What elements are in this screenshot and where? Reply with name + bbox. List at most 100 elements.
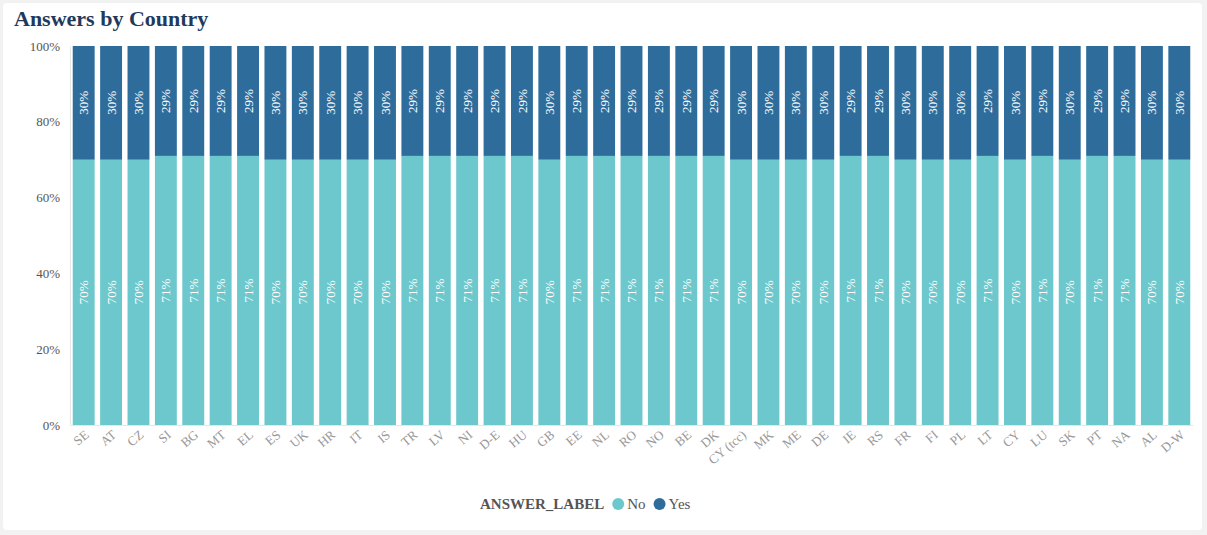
bar <box>1168 46 1190 160</box>
x-tick-label: GB <box>534 427 558 450</box>
bar <box>977 156 999 425</box>
data-label: 29% <box>1090 89 1105 113</box>
series <box>73 46 1191 160</box>
y-axis-line <box>70 47 71 426</box>
bar <box>867 156 889 425</box>
data-label: 71% <box>679 278 694 302</box>
data-label: 29% <box>487 89 502 113</box>
data-label: 30% <box>1008 91 1023 115</box>
data-label: 29% <box>241 89 256 113</box>
x-tick: SK <box>1055 425 1078 449</box>
x-tick: MK <box>751 425 777 452</box>
x-tick: D-W <box>1158 425 1188 455</box>
data-label: 30% <box>788 91 803 115</box>
bar <box>949 160 971 425</box>
x-tick: D-E <box>476 425 502 452</box>
bar <box>292 46 314 160</box>
bar <box>922 46 944 160</box>
y-tick: 60% <box>36 190 70 205</box>
bar <box>456 156 478 425</box>
bar <box>757 160 779 425</box>
data-label: 30% <box>816 91 831 115</box>
x-tick-label: CY (tcc) <box>705 427 749 467</box>
bar <box>840 46 862 156</box>
bar <box>429 156 451 425</box>
x-tick-label: TR <box>398 427 421 449</box>
bar <box>1059 160 1081 425</box>
bar <box>867 46 889 156</box>
x-tick: PT <box>1084 425 1105 448</box>
data-label: 70% <box>761 280 776 304</box>
data-label: 29% <box>597 89 612 113</box>
bar <box>100 160 122 425</box>
data-label: 30% <box>378 91 393 115</box>
x-tick-label: EE <box>563 427 585 449</box>
bar <box>511 46 533 156</box>
data-label: 70% <box>788 280 803 304</box>
data-label: 70% <box>131 280 146 304</box>
chart: Answers by Country0%20%40%60%80%100%SEAT… <box>0 0 1207 535</box>
x-tick-label: AT <box>97 427 119 449</box>
data-label: 70% <box>734 280 749 304</box>
data-label: 71% <box>1090 278 1105 302</box>
data-label: 29% <box>514 89 529 113</box>
x-tick: NO <box>643 425 667 451</box>
data-label: 29% <box>569 89 584 113</box>
bar <box>484 156 506 425</box>
x-tick: LV <box>426 425 448 449</box>
data-label: 71% <box>158 278 173 302</box>
plot: 0%20%40%60%80%100%SEATCZSIBGMTELESUKHRIT… <box>30 39 1194 468</box>
series <box>73 156 1191 425</box>
bar <box>1059 46 1081 160</box>
bar <box>1004 160 1026 425</box>
y-tick-label: 60% <box>36 190 60 205</box>
x-tick: CY (tcc) <box>705 425 749 467</box>
x-tick-label: MK <box>751 427 777 452</box>
data-label: 71% <box>460 278 475 302</box>
x-tick-label: CZ <box>124 427 146 449</box>
bar <box>949 46 971 160</box>
x-tick: BE <box>672 425 694 449</box>
x-tick: IS <box>374 425 392 446</box>
data-label: 70% <box>350 280 365 304</box>
bar <box>182 156 204 425</box>
bar <box>593 156 615 425</box>
data-label: 30% <box>350 91 365 115</box>
x-tick: ES <box>262 425 283 448</box>
x-tick: HR <box>315 425 339 450</box>
bar <box>100 46 122 160</box>
bar <box>812 160 834 425</box>
x-tick: DE <box>808 425 831 450</box>
bar <box>237 156 259 425</box>
data-label: 30% <box>925 91 940 115</box>
x-tick-label: EL <box>234 427 256 449</box>
x-tick: IE <box>840 425 859 446</box>
x-tick: SI <box>155 425 173 446</box>
x-tick: UK <box>287 425 311 451</box>
bar <box>374 160 396 425</box>
bar <box>1141 46 1163 160</box>
bar <box>730 160 752 425</box>
data-label: 30% <box>1062 91 1077 115</box>
bar <box>593 46 615 156</box>
x-tick: NA <box>1108 425 1132 451</box>
x-tick: CY <box>999 425 1023 450</box>
bar <box>429 46 451 156</box>
bar <box>538 46 560 160</box>
bar <box>128 160 150 425</box>
bar <box>894 160 916 425</box>
x-tick-label: HU <box>506 427 530 451</box>
y-tick-label: 80% <box>36 114 60 129</box>
data-label: 30% <box>761 91 776 115</box>
bar <box>1141 160 1163 425</box>
x-tick-label: LT <box>975 427 996 448</box>
data-label: 70% <box>295 280 310 304</box>
x-tick: NL <box>589 425 612 450</box>
bar <box>566 156 588 425</box>
bar <box>621 46 643 156</box>
x-tick: GB <box>534 425 558 450</box>
x-tick-label: IE <box>840 427 859 446</box>
bar <box>1031 156 1053 425</box>
data-label: 29% <box>1117 89 1132 113</box>
data-label: 70% <box>378 280 393 304</box>
